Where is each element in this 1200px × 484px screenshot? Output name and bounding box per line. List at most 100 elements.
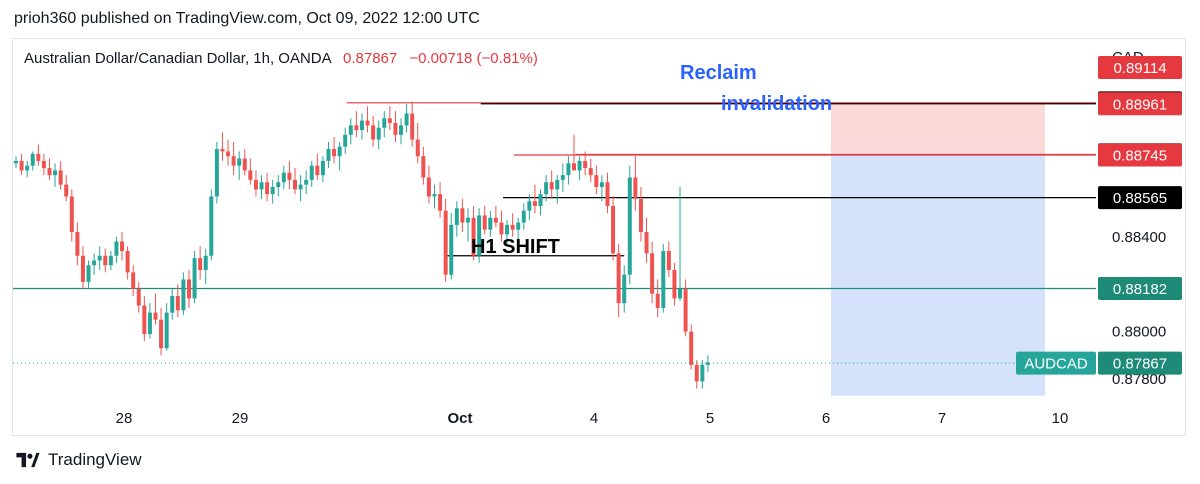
- candle-body: [97, 255, 102, 261]
- candle-body: [460, 208, 465, 223]
- candle-body: [41, 160, 46, 169]
- y-tick-label: 0.88000: [1112, 324, 1166, 341]
- candle-body: [175, 296, 180, 311]
- candle-body: [276, 182, 281, 187]
- price-badge: [1098, 143, 1182, 167]
- price-badge: [1098, 186, 1182, 210]
- candle-body: [231, 156, 236, 166]
- candle-body: [186, 279, 191, 299]
- candle-body: [426, 177, 431, 197]
- candle-body: [471, 217, 476, 256]
- candle-body: [644, 232, 649, 254]
- candle-body: [209, 196, 214, 256]
- price-badge-label: 0.88745: [1113, 147, 1167, 164]
- y-tick-label: 0.88400: [1112, 229, 1166, 246]
- candle-body: [611, 205, 616, 254]
- price-badge-label: 0.88182: [1113, 281, 1167, 298]
- candle-body: [75, 232, 80, 256]
- price-badge-label: 0.87867: [1113, 356, 1167, 373]
- candle-body: [36, 153, 41, 161]
- candle-body: [259, 182, 264, 190]
- candle-body: [465, 217, 470, 223]
- candle-body: [678, 288, 683, 299]
- candle-body: [532, 201, 537, 206]
- candle-body: [454, 208, 459, 225]
- x-tick-label: 10: [1052, 410, 1069, 427]
- candle-body: [287, 172, 292, 180]
- candle-body: [683, 288, 688, 332]
- publisher-line: prioh360 published on TradingView.com, O…: [14, 10, 480, 27]
- candle-body: [449, 224, 454, 275]
- candle-body: [19, 160, 24, 171]
- candle-body: [69, 196, 74, 233]
- candle-body: [58, 170, 63, 185]
- chart-frame: [12, 38, 1186, 436]
- last-price: 0.87867: [343, 50, 398, 67]
- candle-body: [421, 156, 426, 178]
- price-badge: [1098, 351, 1182, 375]
- footer: TradingView: [14, 450, 142, 470]
- candle-body: [80, 255, 85, 282]
- candle-body: [136, 288, 141, 306]
- candle-body: [549, 182, 554, 190]
- candle-body: [253, 179, 258, 190]
- candle-body: [120, 241, 125, 252]
- candle-body: [666, 251, 671, 270]
- candle-body: [410, 113, 415, 140]
- price-badge-label: 0.88565: [1113, 190, 1167, 207]
- candle-body: [315, 165, 320, 176]
- candle-body: [627, 177, 632, 275]
- candle-body: [47, 168, 52, 176]
- candle-body: [538, 194, 543, 206]
- x-tick-label: 4: [590, 410, 598, 427]
- price-badge-label: 0.89114: [1113, 60, 1166, 77]
- candle-body: [622, 274, 627, 304]
- candle-body: [114, 241, 119, 256]
- candle-body: [376, 127, 381, 140]
- candle-body: [672, 269, 677, 299]
- price-badge: [1098, 92, 1182, 116]
- stop-loss-zone: [831, 103, 1045, 155]
- candle-body: [309, 165, 314, 180]
- candle-body: [521, 210, 526, 223]
- annotation-reclaim: Reclaim: [680, 62, 757, 84]
- candle-body: [443, 210, 448, 275]
- candle-body: [354, 125, 359, 131]
- x-tick-label: 7: [938, 410, 946, 427]
- candle-body: [298, 184, 303, 190]
- candle-body: [566, 163, 571, 176]
- candle-body: [30, 153, 35, 166]
- candle-body: [560, 175, 565, 180]
- annotation-invalidation: invalidation: [721, 93, 832, 115]
- candle-body: [332, 149, 337, 157]
- candle-body: [270, 186, 275, 195]
- candle-body: [125, 251, 130, 273]
- candle-body: [705, 362, 710, 365]
- candle-body: [689, 331, 694, 365]
- candle-body: [192, 258, 197, 299]
- candle-body: [92, 260, 97, 266]
- candle-body: [661, 251, 666, 308]
- price-badge-label: 0.88961: [1113, 96, 1167, 113]
- candle-body: [399, 125, 404, 135]
- candle-body: [181, 279, 186, 311]
- candle-body: [164, 312, 169, 349]
- candle-body: [516, 222, 521, 230]
- candle-body: [86, 265, 91, 282]
- y-tick-label: 0.87800: [1112, 371, 1166, 388]
- candle-body: [159, 319, 164, 349]
- x-tick-label: 6: [822, 410, 830, 427]
- candle-body: [594, 175, 599, 187]
- candle-body: [337, 146, 342, 157]
- candle-body: [103, 255, 108, 266]
- candle-body: [198, 258, 203, 270]
- candle-body: [14, 160, 18, 164]
- candle-body: [633, 177, 638, 199]
- price-badge: [1098, 56, 1182, 80]
- candle-body: [53, 170, 58, 176]
- candle-body: [382, 118, 387, 128]
- candle-body: [605, 182, 610, 206]
- candle-body: [153, 312, 158, 320]
- candle-body: [343, 134, 348, 147]
